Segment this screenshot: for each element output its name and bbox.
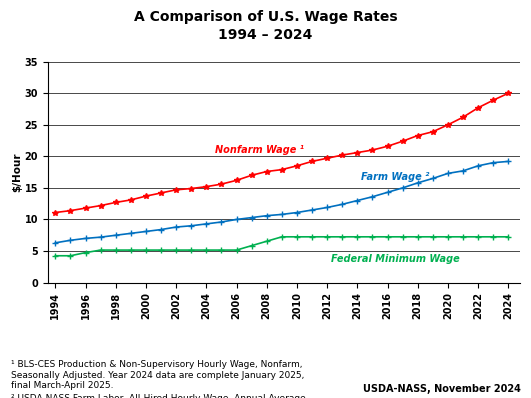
Text: ² USDA-NASS Farm Labor, All-Hired Hourly Wage, Annual Average: ² USDA-NASS Farm Labor, All-Hired Hourly… xyxy=(11,394,305,398)
Text: Federal Minimum Wage: Federal Minimum Wage xyxy=(331,254,459,264)
Text: ¹ BLS-CES Production & Non-Supervisory Hourly Wage, Nonfarm,
Seasonally Adjusted: ¹ BLS-CES Production & Non-Supervisory H… xyxy=(11,360,304,390)
Text: Nonfarm Wage ¹: Nonfarm Wage ¹ xyxy=(215,145,304,155)
Text: Farm Wage ²: Farm Wage ² xyxy=(361,172,429,182)
Y-axis label: $/Hour: $/Hour xyxy=(12,152,22,192)
Text: USDA-NASS, November 2024: USDA-NASS, November 2024 xyxy=(363,384,520,394)
Text: A Comparison of U.S. Wage Rates
1994 – 2024: A Comparison of U.S. Wage Rates 1994 – 2… xyxy=(134,10,397,42)
